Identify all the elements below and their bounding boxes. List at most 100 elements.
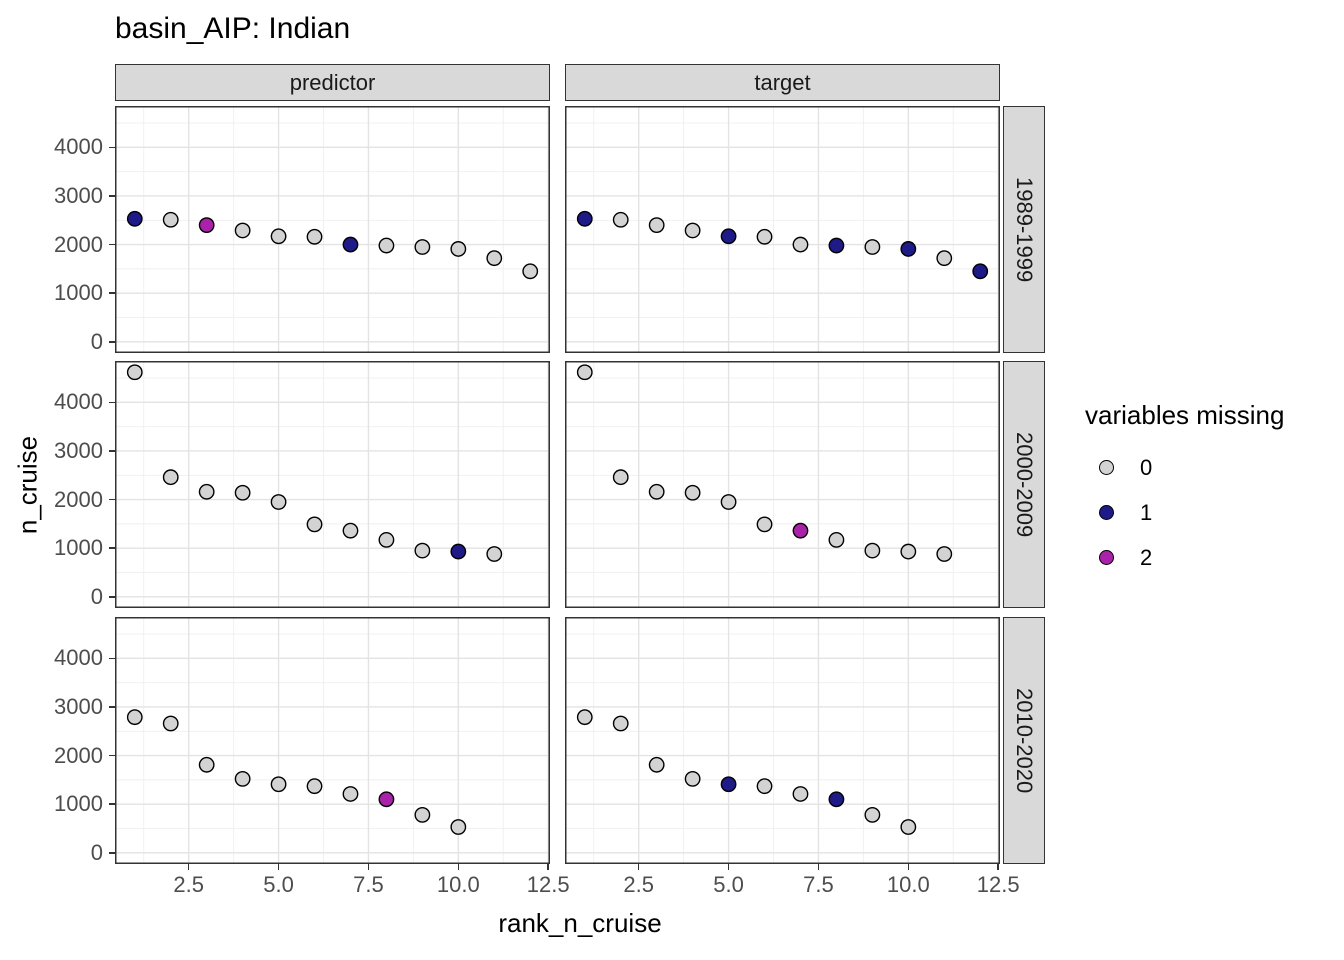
data-points [126,709,467,835]
data-point [648,756,665,773]
major-gridlines [115,106,550,353]
y-tick-mark [109,146,115,149]
data-point [342,786,359,802]
panel-border [565,106,1000,353]
y-tick-mark [109,401,115,404]
x-tick-label: 12.5 [976,872,1020,897]
y-axis-title: n_cruise [12,435,43,535]
data-point [486,546,503,562]
panel-border [115,106,550,353]
data-point [828,532,845,548]
data-point [270,494,287,510]
data-point [378,237,395,254]
legend-label: 2 [1140,544,1153,570]
legend-key-icon [1099,505,1114,520]
data-point [198,756,215,773]
legend-entries: 0 1 2 [1085,445,1340,580]
y-tick-mark [109,292,115,294]
x-tick-label: 5.0 [713,872,744,897]
y-tick-label: 0 [90,328,103,354]
data-point [720,776,737,793]
data-point [126,210,143,227]
x-tick-label: 5.0 [263,872,294,897]
data-point [612,211,629,228]
data-point [198,217,215,234]
y-tick-label: 1000 [54,280,103,306]
data-point [576,709,593,726]
legend-entry-0: 0 [1085,445,1340,490]
legend: variables missing 0 1 2 [1085,400,1340,580]
facet-strip-predictor: predictor [115,64,550,101]
major-gridlines [115,361,550,608]
data-point [342,236,359,253]
x-tick-label: 10.0 [436,872,480,897]
data-point [864,806,881,823]
panel-border [565,361,1000,608]
x-tick-mark [997,864,999,870]
data-point [486,250,503,267]
y-tick-label: 0 [90,839,103,865]
data-point [684,770,701,787]
facet-strip-2000-2009: 2000-2009 [1003,361,1045,608]
data-point [792,786,809,802]
y-tick-mark [109,803,115,805]
data-points [576,709,917,835]
y-tick-label: 1000 [54,791,103,817]
data-point [720,494,737,510]
data-point [900,543,917,560]
data-point [162,715,179,732]
data-point [900,819,917,835]
x-tick-label: 7.5 [803,872,834,897]
x-tick-mark [187,864,190,870]
y-tick-label: 4000 [54,389,103,415]
data-point [414,542,431,559]
data-point [126,709,143,726]
data-point [684,222,701,239]
data-point [792,236,809,253]
plot-title: basin_AIP: Indian [115,12,351,45]
legend-label: 0 [1140,454,1153,480]
panel-border [115,361,550,608]
x-tick-mark [277,864,280,870]
data-point [414,239,431,255]
y-tick-mark [109,852,115,854]
major-gridlines [565,361,1000,608]
data-point [522,263,539,280]
data-point [936,546,953,562]
panel-target-2010-2020 [565,617,1000,864]
data-point [270,228,287,245]
data-point [270,776,287,793]
data-points [126,364,503,562]
panel-border [565,617,1000,864]
data-point [648,217,665,234]
facet-strip-2010-2020: 2010-2020 [1003,617,1045,864]
data-point [684,484,701,501]
y-tick-mark [109,596,115,598]
y-tick-mark [109,243,115,246]
data-point [576,364,593,381]
data-point [792,522,809,539]
legend-key-icon [1099,460,1114,475]
panel-predictor-2010-2020 [115,617,550,864]
legend-title: variables missing [1085,400,1285,430]
y-tick-mark [109,195,115,197]
y-tick-label: 0 [90,583,103,609]
data-point [162,469,179,486]
data-point [234,484,251,501]
panel-background [565,361,1000,608]
facet-strip-target: target [565,64,1000,101]
data-point [972,263,989,280]
y-tick-mark [109,450,115,452]
data-point [828,791,845,808]
panel-background [115,106,550,353]
data-point [234,770,251,787]
panel-background [115,361,550,608]
panel-predictor-2000-2009 [115,361,550,608]
data-point [900,241,917,257]
y-tick-label: 2000 [54,231,103,257]
panel-background [115,617,550,864]
legend-entry-2: 2 [1085,535,1340,580]
y-tick-mark [109,547,115,549]
legend-entry-1: 1 [1085,490,1340,535]
y-tick-label: 2000 [54,486,103,512]
